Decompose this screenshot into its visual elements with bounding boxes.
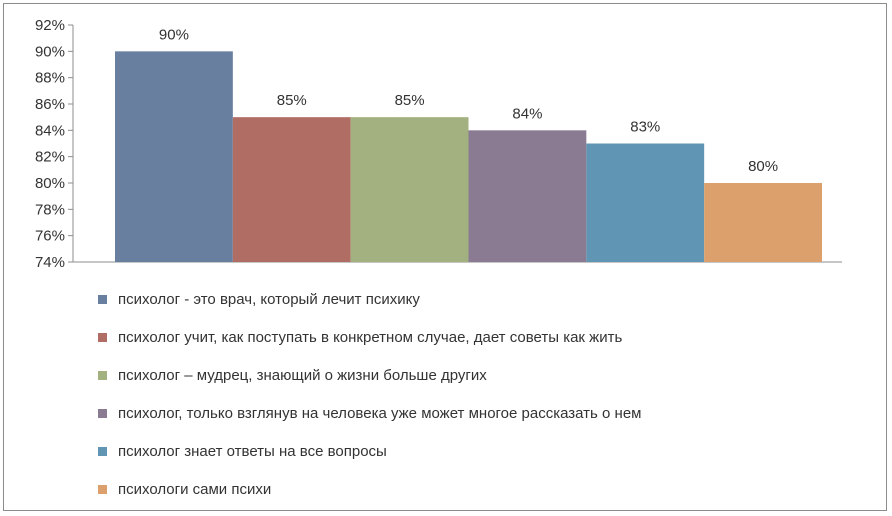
legend-item: психологи сами психи <box>98 478 271 500</box>
legend-label: психолог - это врач, который лечит психи… <box>118 290 420 308</box>
y-tick-label: 84% <box>35 122 65 139</box>
data-label: 90% <box>159 26 189 43</box>
legend-item: психолог, только взглянув на человека уж… <box>98 402 641 424</box>
legend-item: психолог – мудрец, знающий о жизни больш… <box>98 364 487 386</box>
bar <box>586 143 705 262</box>
legend-item: психолог - это врач, который лечит психи… <box>98 288 420 310</box>
data-label: 84% <box>512 105 542 122</box>
y-tick-label: 90% <box>35 43 65 60</box>
y-tick-label: 86% <box>35 96 65 113</box>
y-tick-label: 74% <box>35 254 65 271</box>
bar <box>232 117 351 263</box>
legend-swatch <box>98 484 107 494</box>
legend-item: психолог знает ответы на все вопросы <box>98 440 387 462</box>
y-tick-label: 92% <box>35 17 65 34</box>
bar <box>704 183 822 262</box>
y-tick-label: 82% <box>35 149 65 166</box>
legend-label: психолог, только взглянув на человека уж… <box>118 404 642 422</box>
y-tick-label: 76% <box>35 228 65 245</box>
legend-swatch <box>98 332 107 342</box>
bar <box>350 117 469 263</box>
legend-label: психолог – мудрец, знающий о жизни больш… <box>118 366 487 384</box>
legend-label: психолог знает ответы на все вопросы <box>118 442 387 460</box>
bar <box>115 51 233 263</box>
legend-swatch <box>98 294 107 304</box>
bar <box>468 130 587 262</box>
data-label: 85% <box>277 92 307 109</box>
legend-item: психолог учит, как поступать в конкретно… <box>98 326 622 348</box>
data-label: 85% <box>395 92 425 109</box>
legend-label: психолог учит, как поступать в конкретно… <box>118 328 623 346</box>
legend-swatch <box>98 446 107 456</box>
y-tick-label: 78% <box>35 201 65 218</box>
y-tick-label: 80% <box>35 175 65 192</box>
legend-label: психологи сами психи <box>118 480 272 498</box>
y-tick-label: 88% <box>35 70 65 87</box>
legend-swatch <box>98 370 107 380</box>
data-label: 80% <box>748 158 778 175</box>
data-label: 83% <box>630 119 660 136</box>
legend-swatch <box>98 408 107 418</box>
